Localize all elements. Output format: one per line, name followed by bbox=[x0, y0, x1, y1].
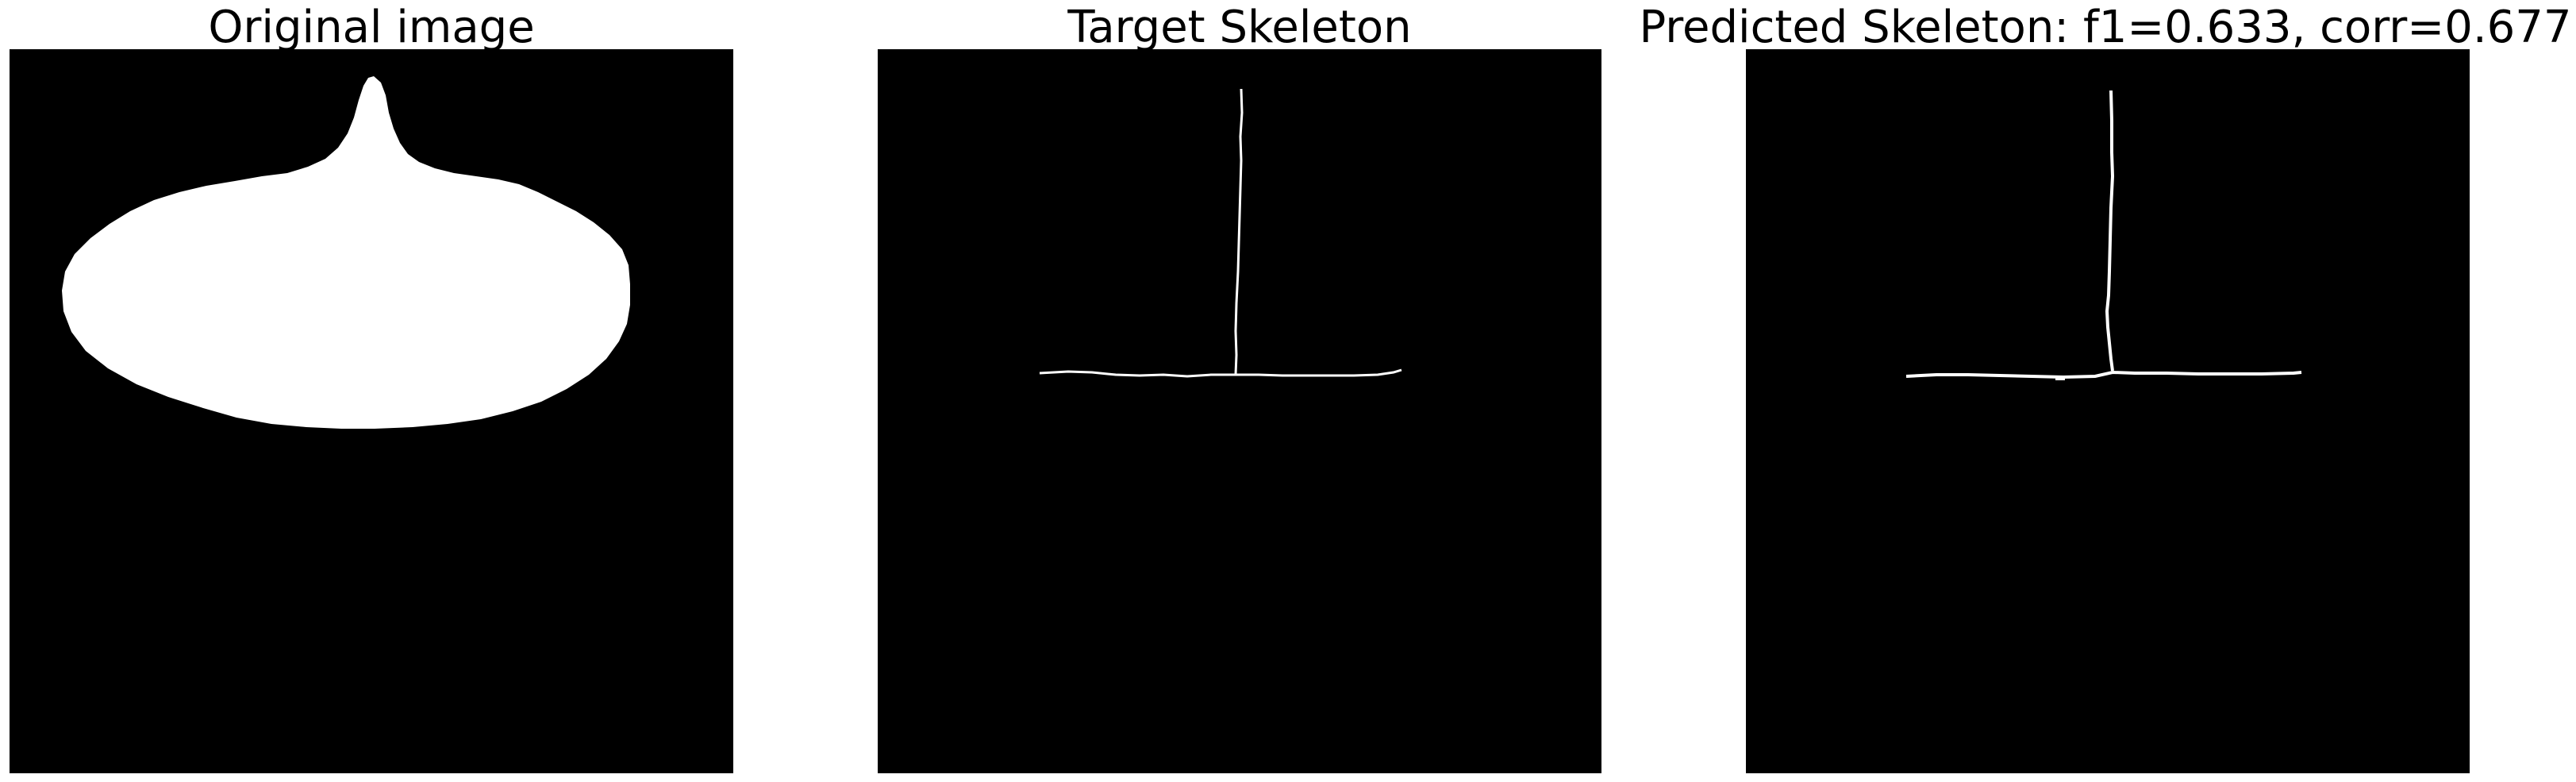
original-shape bbox=[62, 76, 630, 429]
predicted-skeleton-panel bbox=[1746, 49, 2470, 773]
target-skeleton-panel bbox=[878, 49, 1601, 773]
target-skeleton-vertical-branch bbox=[1234, 88, 1244, 376]
original-image-panel bbox=[10, 49, 733, 773]
panel-title-predicted: Predicted Skeleton: f1=0.633, corr=0.677 bbox=[1639, 2, 2572, 53]
target-skeleton-horizontal-branch bbox=[1039, 368, 1402, 378]
original-shape-svg bbox=[62, 76, 630, 429]
target-skeleton-svg bbox=[1039, 88, 1402, 378]
predicted-skeleton-blob bbox=[2055, 376, 2065, 380]
predicted-skeleton-svg bbox=[1905, 90, 2302, 380]
panel-title-target: Target Skeleton bbox=[1067, 2, 1412, 53]
predicted-skeleton-horizontal-branch bbox=[1905, 370, 2302, 379]
predicted-skeleton-vertical-branch bbox=[2105, 90, 2115, 372]
panel-title-original: Original image bbox=[208, 2, 535, 53]
